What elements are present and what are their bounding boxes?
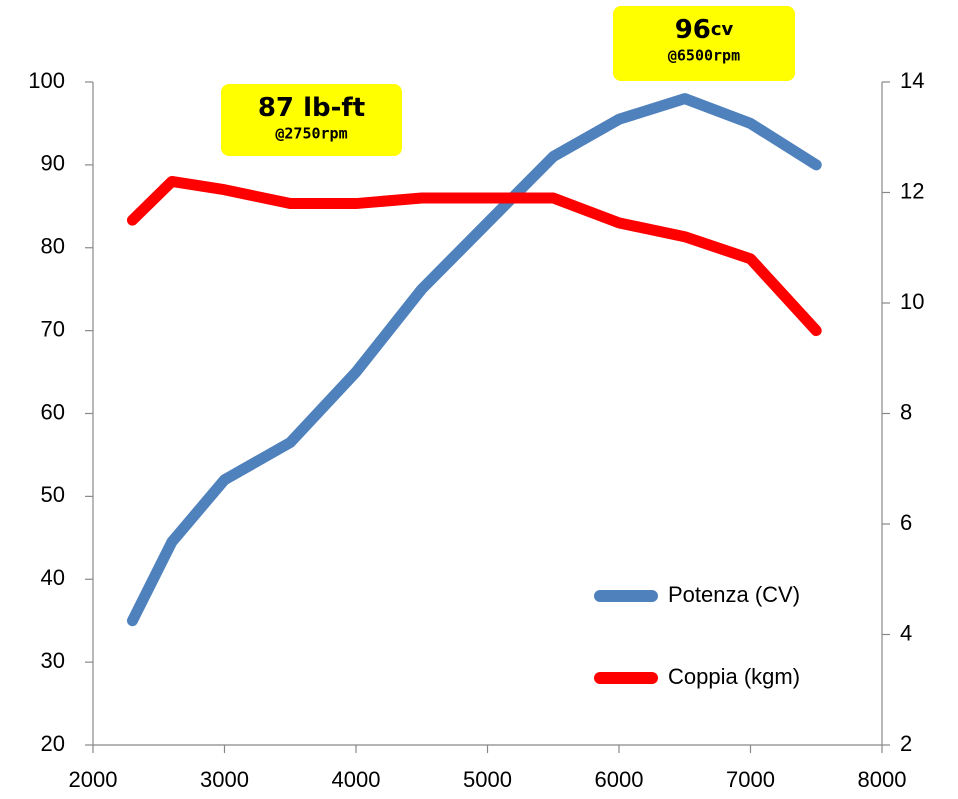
x-tick-label: 7000 <box>726 767 775 792</box>
y2-tick-label: 6 <box>900 510 912 535</box>
y2-tick-label: 14 <box>900 68 924 93</box>
y-tick-label: 90 <box>41 151 65 176</box>
x-tick-label: 2000 <box>69 767 118 792</box>
x-tick-label: 6000 <box>595 767 644 792</box>
y-tick-label: 40 <box>41 565 65 590</box>
y-tick-label: 20 <box>41 731 65 756</box>
chart: 20 30 40 50 60 70 80 90 100 2 4 6 8 10 12 14 2000 3000 400… <box>0 0 958 799</box>
y-tick-label: 30 <box>41 648 65 673</box>
y-tick-label: 80 <box>41 234 65 259</box>
x-tick-label: 8000 <box>858 767 907 792</box>
y-tick-label: 60 <box>41 399 65 424</box>
y-tick-label: 70 <box>41 316 65 341</box>
y2-tick-label: 12 <box>900 178 924 203</box>
x-tick-label: 5000 <box>463 767 512 792</box>
annotation-text: 87 lb-ft <box>258 93 365 123</box>
x-tick-label: 3000 <box>200 767 249 792</box>
y2-tick-label: 8 <box>900 399 912 424</box>
annotation-value: 87 lb-ft <box>258 93 365 123</box>
y2-tick-label: 10 <box>900 289 924 314</box>
series-line <box>132 99 816 621</box>
annotation-sub: @6500rpm <box>668 47 740 65</box>
series-line <box>132 181 816 330</box>
y-tick-label: 100 <box>28 68 65 93</box>
y2-tick-label: 4 <box>900 620 912 645</box>
y-tick-label: 50 <box>41 482 65 507</box>
x-tick-label: 4000 <box>332 767 381 792</box>
legend-label: Coppia (kgm) <box>668 664 800 689</box>
legend-label: Potenza (CV) <box>668 582 800 607</box>
y2-tick-label: 2 <box>900 731 912 756</box>
annotation-value: 96 <box>675 15 711 45</box>
annotation-sub: @2750rpm <box>275 125 347 143</box>
annotation-unit: cv <box>711 19 734 40</box>
